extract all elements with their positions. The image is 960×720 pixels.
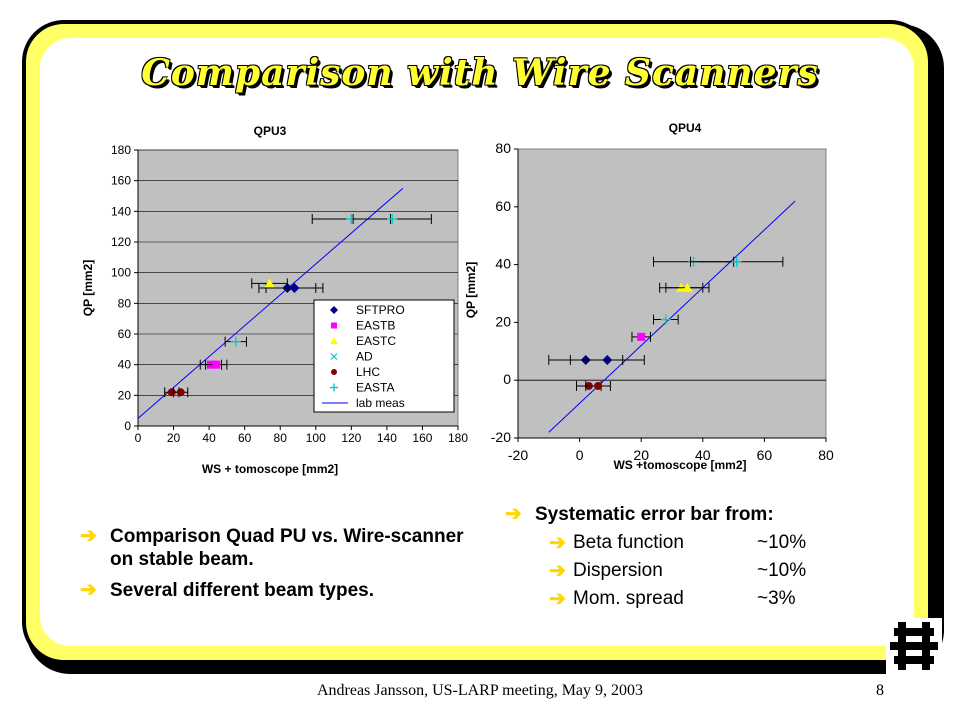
y-tick-label: 0 xyxy=(503,371,511,387)
x-tick-label: 80 xyxy=(818,447,834,463)
sub-bullet-item: ➔ Dispersion ~10% xyxy=(549,560,885,582)
y-tick-label: -20 xyxy=(491,429,511,445)
footer-text: Andreas Jansson, US-LARP meeting, May 9,… xyxy=(316,682,644,699)
y-tick-label: 60 xyxy=(495,198,511,214)
x-tick-label: 20 xyxy=(633,447,649,463)
right-arrow-icon: ➔ xyxy=(549,532,566,554)
right-bullet-list: ➔ Systematic error bar from: ➔ Beta func… xyxy=(505,503,885,610)
x-tick-label: 0 xyxy=(576,447,584,463)
x-tick-label: 180 xyxy=(448,431,468,445)
data-point-square xyxy=(637,332,646,341)
x-tick-label: 140 xyxy=(377,431,397,445)
y-axis-label: QP [mm2] xyxy=(464,262,478,318)
x-tick-label: 60 xyxy=(757,447,773,463)
data-point-plus xyxy=(387,214,398,224)
data-point-circle xyxy=(594,381,603,390)
error-source-label: Mom. spread xyxy=(573,588,684,609)
right-arrow-icon: ➔ xyxy=(80,579,97,601)
chart-qpu4: -20 0 20 40 60 80 -20 0 20 40 60 80 QPU4 WS +tomosc… xyxy=(464,121,834,472)
bullet-item: ➔ Comparison Quad PU vs. Wire-scanner on… xyxy=(80,525,480,571)
legend-label: SFTPRO xyxy=(356,303,405,317)
data-point-circle xyxy=(176,388,185,397)
data-point-plus xyxy=(731,256,742,267)
plot-area xyxy=(517,148,827,439)
y-tick-label: 60 xyxy=(118,327,132,341)
legend-label: AD xyxy=(356,350,373,364)
y-tick-label: 20 xyxy=(118,388,132,402)
y-tick-label: 140 xyxy=(111,204,131,218)
y-tick-label: 40 xyxy=(495,256,511,272)
page-number: 8 xyxy=(876,682,884,699)
x-tick-label: 80 xyxy=(274,431,288,445)
data-point-triangle xyxy=(264,278,275,288)
data-point-square xyxy=(212,360,221,369)
right-arrow-icon: ➔ xyxy=(505,503,522,525)
error-source-label: Dispersion xyxy=(573,560,663,581)
y-tick-label: 20 xyxy=(495,313,511,329)
y-tick-label: 100 xyxy=(111,266,131,280)
x-tick-label: 20 xyxy=(167,431,181,445)
data-point-diamond xyxy=(602,354,613,365)
right-arrow-icon: ➔ xyxy=(80,525,97,547)
data-point-x xyxy=(330,353,338,360)
sub-bullet-item: ➔ Mom. spread ~3% xyxy=(549,588,885,610)
x-axis-label: WS + tomoscope [mm2] xyxy=(202,462,338,476)
legend-label: LHC xyxy=(356,365,380,379)
error-source-value: ~10% xyxy=(757,560,807,581)
data-point-square xyxy=(331,322,337,329)
data-point-diamond xyxy=(289,283,300,293)
error-source-value: ~10% xyxy=(757,532,807,553)
x-tick-label: 60 xyxy=(238,431,252,445)
fit-line xyxy=(548,200,796,433)
x-tick-label: 40 xyxy=(695,447,711,463)
legend-label: EASTC xyxy=(356,334,396,348)
right-arrow-icon: ➔ xyxy=(549,588,566,610)
bullet-heading: Systematic error bar from: xyxy=(535,504,774,525)
x-axis-label: WS +tomoscope [mm2] xyxy=(613,458,746,472)
x-tick-label: 120 xyxy=(341,431,361,445)
legend-box xyxy=(313,299,455,413)
chart-qpu3: 0 20 40 60 80 100 120 140 160 180 0 20 40 60 80 100 120 1… xyxy=(81,124,468,476)
x-tick-label: 40 xyxy=(202,431,216,445)
y-tick-label: 0 xyxy=(124,419,131,433)
chart-title: QPU3 xyxy=(254,124,287,138)
legend-label: EASTA xyxy=(356,381,394,395)
data-point-plus xyxy=(230,336,241,347)
y-tick-label: 40 xyxy=(118,358,132,372)
y-tick-label: 80 xyxy=(118,296,132,310)
data-point-plus xyxy=(330,383,338,392)
x-tick-label: 0 xyxy=(135,431,142,445)
left-bullet-list: ➔ Comparison Quad PU vs. Wire-scanner on… xyxy=(80,525,480,608)
bullet-text: Comparison Quad PU vs. Wire-scanner on s… xyxy=(110,526,464,570)
legend-label: EASTB xyxy=(356,319,395,333)
bullet-item: ➔ Several different beam types. xyxy=(80,579,480,602)
y-tick-label: 160 xyxy=(111,174,131,188)
fermilab-logo xyxy=(886,618,942,674)
y-tick-label: 120 xyxy=(111,235,131,249)
x-tick-label: 160 xyxy=(412,431,432,445)
data-point-triangle xyxy=(682,282,693,292)
right-arrow-icon: ➔ xyxy=(549,560,566,582)
x-tick-label: -20 xyxy=(508,447,528,463)
sub-bullet-item: ➔ Beta function ~10% xyxy=(549,532,885,554)
slide-title: Comparison with Wire Scanners xyxy=(141,52,819,94)
fit-line xyxy=(137,187,404,419)
data-point-plus xyxy=(660,314,671,325)
bullet-text: Several different beam types. xyxy=(110,580,374,601)
bullet-item: ➔ Systematic error bar from: xyxy=(505,503,885,526)
y-tick-label: 180 xyxy=(111,143,131,157)
x-tick-label: 100 xyxy=(306,431,326,445)
error-source-value: ~3% xyxy=(757,588,796,609)
chart-title: QPU4 xyxy=(669,121,702,135)
data-point-circle xyxy=(331,369,337,375)
data-point-diamond xyxy=(330,306,338,314)
data-point-triangle xyxy=(330,337,338,344)
legend-label: lab meas xyxy=(356,396,405,410)
y-axis-label: QP [mm2] xyxy=(81,260,95,316)
error-source-label: Beta function xyxy=(573,532,684,553)
y-tick-label: 80 xyxy=(495,140,511,156)
